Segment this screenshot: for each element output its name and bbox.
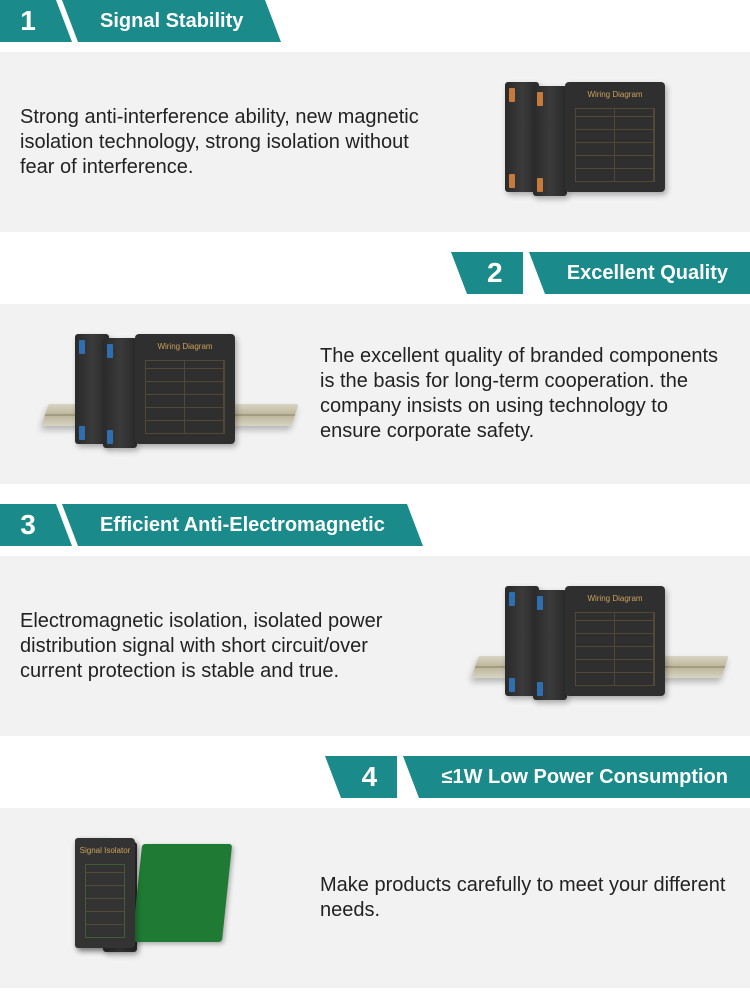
section-title: Signal Stability [78, 0, 265, 42]
device-icon: Signal Isolator [75, 838, 245, 958]
pcb-icon [132, 844, 232, 942]
section-header: 2 Excellent Quality [0, 252, 750, 294]
product-image: Wiring Diagram [20, 324, 300, 464]
section-content: The excellent quality of branded compone… [0, 304, 750, 484]
section-description: Electromagnetic isolation, isolated powe… [20, 609, 430, 684]
section-title: Efficient Anti-Electromagnetic [78, 504, 407, 546]
feature-section-1: 1 Signal Stability Strong anti-interfere… [0, 0, 750, 232]
section-header: 1 Signal Stability [0, 0, 750, 42]
section-description: The excellent quality of branded compone… [320, 344, 730, 444]
section-number: 2 [467, 252, 523, 294]
section-number: 4 [341, 756, 397, 798]
device-icon: Wiring Diagram [505, 82, 675, 202]
feature-section-4: 4 ≤1W Low Power Consumption Make product… [0, 756, 750, 988]
feature-section-3: 3 Efficient Anti-Electromagnetic Electro… [0, 504, 750, 736]
device-icon: Wiring Diagram [75, 334, 245, 454]
section-title: Excellent Quality [545, 252, 750, 294]
section-content: Strong anti-interference ability, new ma… [0, 52, 750, 232]
product-image: Wiring Diagram [450, 72, 730, 212]
section-number: 1 [0, 0, 56, 42]
device-icon: Wiring Diagram [505, 586, 675, 706]
product-image: Wiring Diagram [450, 576, 730, 716]
section-content: Electromagnetic isolation, isolated powe… [0, 556, 750, 736]
section-number: 3 [0, 504, 56, 546]
section-title: ≤1W Low Power Consumption [419, 756, 750, 798]
section-content: Make products carefully to meet your dif… [0, 808, 750, 988]
section-description: Make products carefully to meet your dif… [320, 873, 730, 923]
section-header: 4 ≤1W Low Power Consumption [0, 756, 750, 798]
feature-section-2: 2 Excellent Quality The excellent qualit… [0, 252, 750, 484]
section-description: Strong anti-interference ability, new ma… [20, 105, 430, 180]
product-image: Signal Isolator [20, 828, 300, 968]
section-header: 3 Efficient Anti-Electromagnetic [0, 504, 750, 546]
